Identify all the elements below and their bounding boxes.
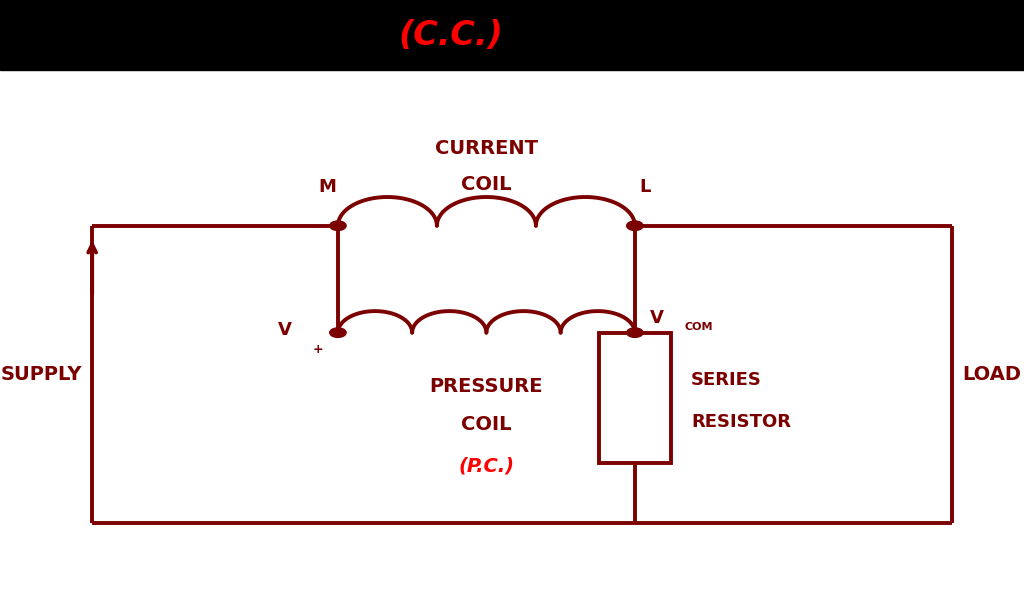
Text: M: M [318,178,337,196]
Circle shape [627,221,643,230]
Text: COIL: COIL [461,175,512,194]
Bar [0,0,1024,70]
Text: COIL: COIL [461,415,512,434]
Text: V: V [650,309,665,327]
Text: SUPPLY: SUPPLY [0,365,82,384]
Text: RESISTOR: RESISTOR [691,413,792,431]
Text: (P.C.): (P.C.) [459,457,514,476]
Circle shape [330,328,346,337]
Text: LOAD: LOAD [963,365,1022,384]
Text: COM: COM [684,322,713,331]
Circle shape [627,328,643,337]
Text: SERIES: SERIES [691,371,762,389]
Text: V: V [278,321,292,339]
Text: (C.C.): (C.C.) [398,18,503,52]
Text: CURRENT: CURRENT [435,139,538,158]
Bar [599,333,671,463]
Text: L: L [639,178,651,196]
Circle shape [330,221,346,230]
Text: PRESSURE: PRESSURE [430,377,543,396]
Text: +: + [312,343,323,356]
